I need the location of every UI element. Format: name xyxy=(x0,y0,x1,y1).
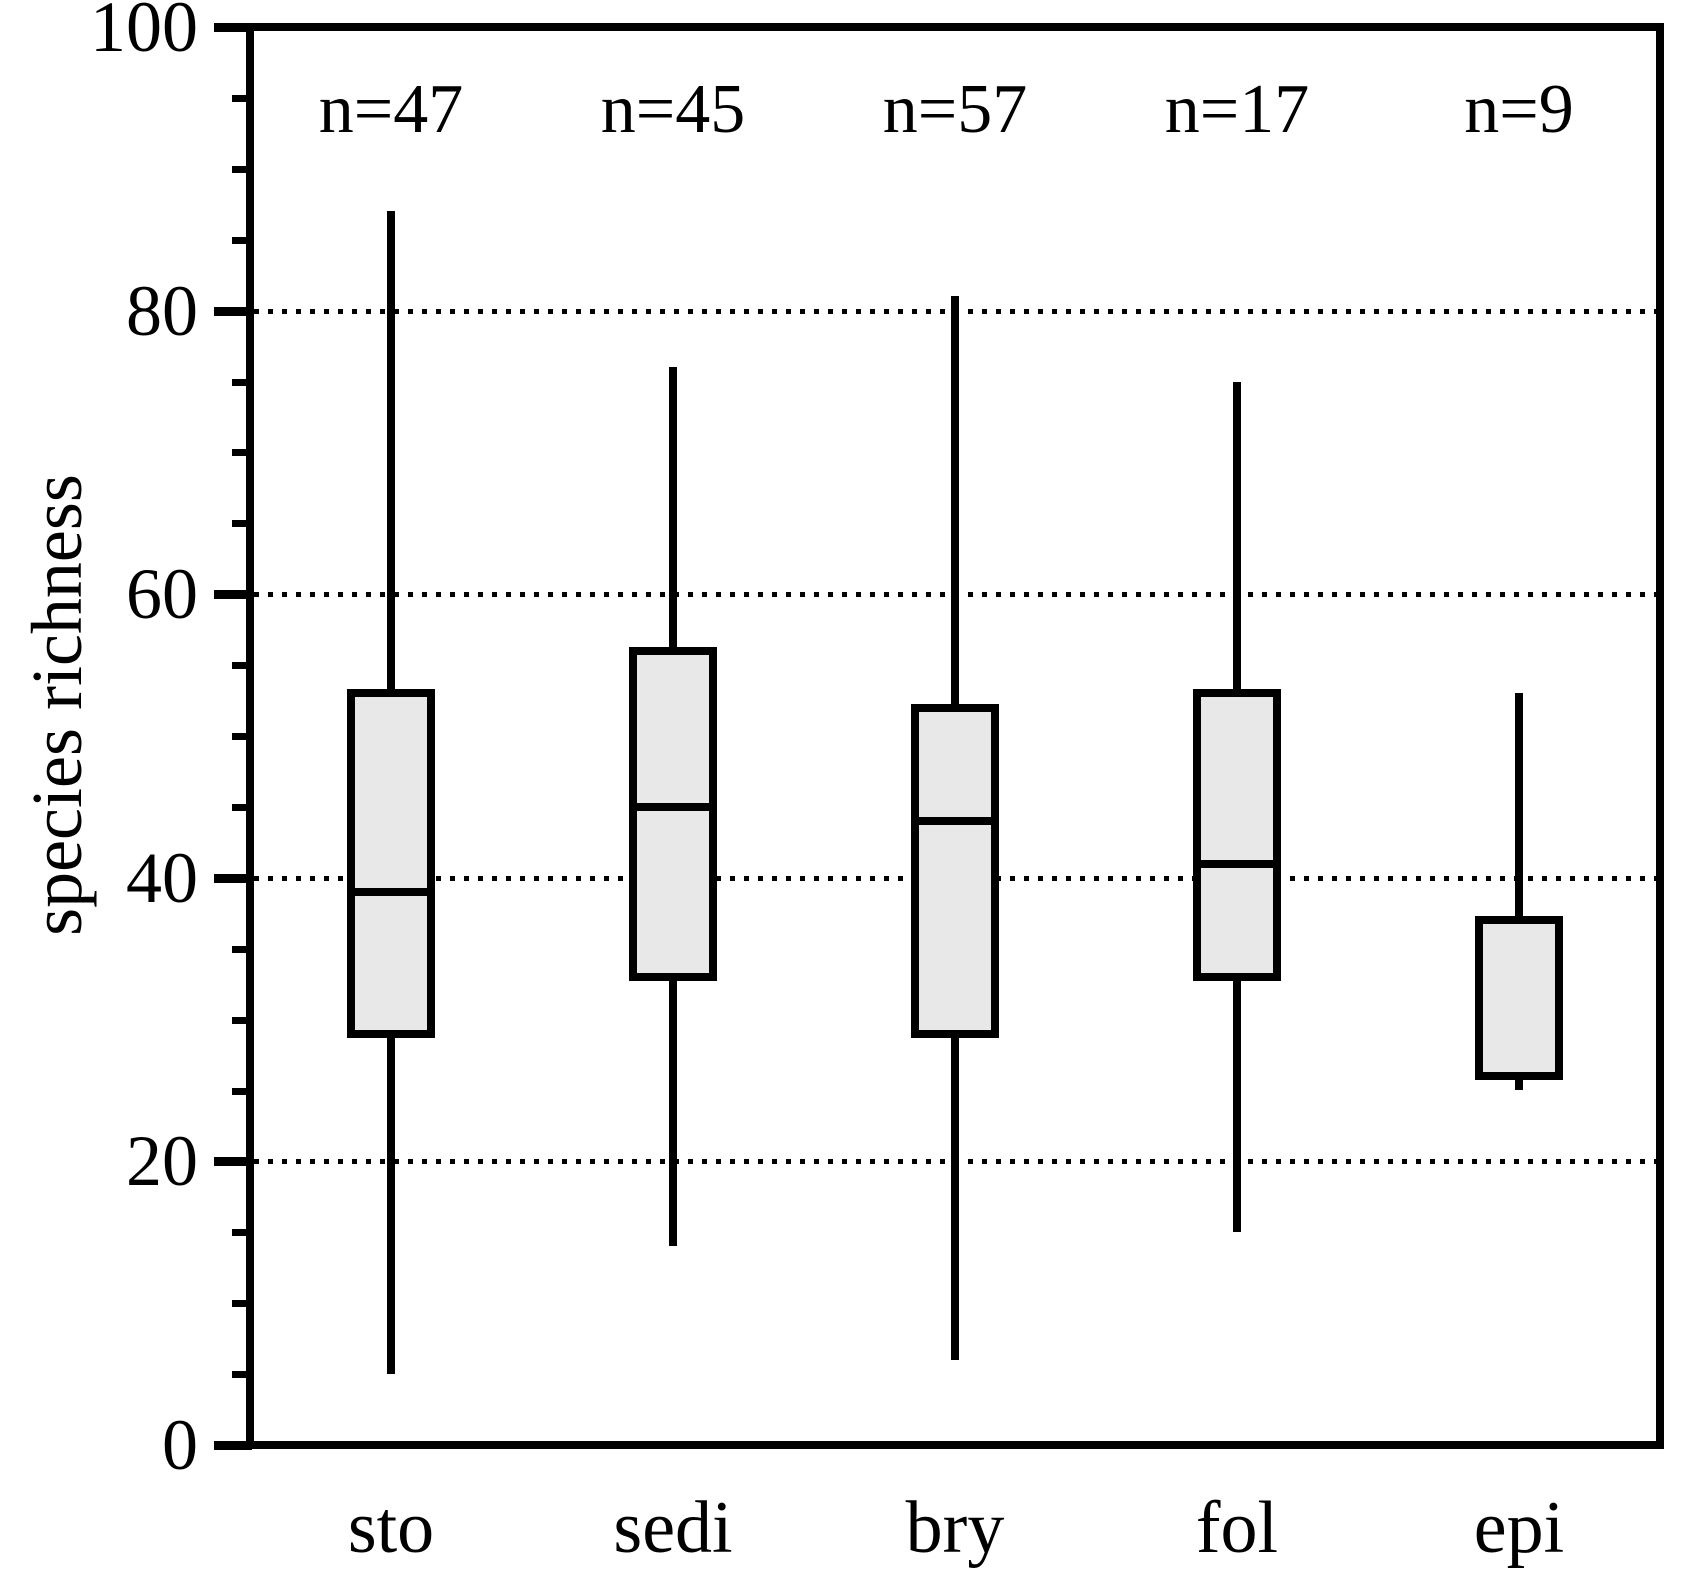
whisker-epi xyxy=(1515,693,1523,1091)
y-minor-tick-5 xyxy=(232,1371,252,1379)
y-minor-tick-25 xyxy=(232,1087,252,1095)
y-major-tick-100 xyxy=(214,23,252,32)
y-minor-tick-35 xyxy=(232,945,252,953)
box-sedi xyxy=(629,646,717,982)
median-bry xyxy=(918,817,992,826)
y-minor-tick-85 xyxy=(232,236,252,244)
y-minor-tick-30 xyxy=(232,1016,252,1024)
y-minor-tick-65 xyxy=(232,520,252,528)
box-epi xyxy=(1475,916,1563,1081)
x-label-fol: fol xyxy=(1195,1487,1279,1569)
y-minor-tick-15 xyxy=(232,1229,252,1237)
y-minor-tick-95 xyxy=(232,94,252,102)
y-minor-tick-75 xyxy=(232,378,252,386)
x-label-sto: sto xyxy=(347,1487,435,1569)
y-major-tick-80 xyxy=(214,306,252,316)
y-major-tick-60 xyxy=(214,590,252,600)
median-fol xyxy=(1200,859,1274,868)
median-epi xyxy=(1482,1072,1556,1081)
y-major-tick-40 xyxy=(214,873,252,883)
ytick-label-80: 80 xyxy=(126,270,198,351)
median-sto xyxy=(354,887,428,896)
y-minor-tick-55 xyxy=(232,662,252,670)
ytick-label-0: 0 xyxy=(162,1405,198,1485)
y-minor-tick-10 xyxy=(232,1300,252,1308)
y-minor-tick-50 xyxy=(232,733,252,740)
y-minor-tick-70 xyxy=(232,449,252,457)
y-major-tick-0 xyxy=(214,1441,252,1450)
n-label-fol: n=17 xyxy=(1164,71,1310,148)
ytick-label-20: 20 xyxy=(126,1121,198,1202)
n-label-sto: n=47 xyxy=(318,71,464,148)
ytick-label-60: 60 xyxy=(126,554,198,635)
median-sedi xyxy=(636,802,710,811)
ytick-label-100: 100 xyxy=(90,0,198,67)
box-bry xyxy=(911,703,999,1038)
box-sto xyxy=(347,689,435,1038)
box-fol xyxy=(1193,689,1281,982)
n-label-sedi: n=45 xyxy=(600,71,746,148)
x-label-epi: epi xyxy=(1473,1487,1565,1569)
ytick-label-40: 40 xyxy=(126,837,198,918)
x-label-bry: bry xyxy=(905,1487,1005,1569)
y-major-tick-20 xyxy=(214,1157,252,1167)
n-label-bry: n=57 xyxy=(882,71,1028,148)
y-minor-tick-90 xyxy=(232,165,252,173)
y-axis-title: species richness xyxy=(17,474,97,936)
x-label-sedi: sedi xyxy=(613,1487,733,1569)
y-minor-tick-45 xyxy=(232,803,252,811)
n-label-epi: n=9 xyxy=(1464,71,1574,148)
